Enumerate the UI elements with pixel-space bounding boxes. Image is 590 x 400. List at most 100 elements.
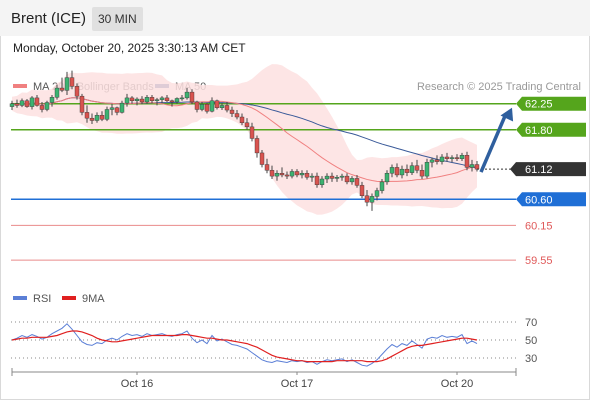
legend-9ma-label: 9MA bbox=[82, 293, 105, 305]
candle-body bbox=[179, 97, 185, 100]
candle-body bbox=[189, 91, 195, 103]
candle-body bbox=[409, 165, 415, 173]
rsi-level-label-30: 30 bbox=[525, 353, 537, 365]
candle-body bbox=[269, 170, 275, 177]
candle bbox=[19, 98, 25, 108]
candle bbox=[289, 169, 295, 179]
x-tick-label: Oct 17 bbox=[281, 378, 313, 390]
forecast-arrow-shaft bbox=[479, 113, 508, 173]
candle-body bbox=[314, 175, 320, 185]
candle-body bbox=[159, 97, 165, 100]
candle-body bbox=[84, 112, 90, 119]
candle-body bbox=[334, 177, 340, 179]
candle-body bbox=[109, 107, 115, 110]
candle-body bbox=[249, 126, 255, 139]
candle-body bbox=[454, 157, 460, 159]
candle-body bbox=[19, 100, 25, 106]
candle-body bbox=[164, 97, 170, 101]
candle bbox=[99, 111, 105, 122]
candle bbox=[154, 97, 160, 106]
candle bbox=[449, 155, 455, 163]
candle bbox=[269, 165, 275, 179]
candle bbox=[174, 97, 180, 104]
forecast-arrow-head bbox=[500, 107, 514, 122]
level-label-62.25: 62.25 bbox=[525, 99, 553, 111]
candle-body bbox=[29, 97, 35, 107]
candle-body bbox=[474, 164, 480, 170]
candle bbox=[419, 164, 425, 179]
candle-body bbox=[104, 109, 110, 120]
candle bbox=[184, 88, 190, 100]
legend-ma20-swatch bbox=[13, 84, 27, 88]
candle bbox=[334, 174, 340, 182]
legend-9ma-swatch bbox=[62, 296, 76, 300]
candle-body bbox=[239, 116, 245, 124]
candle bbox=[14, 99, 20, 108]
candle bbox=[9, 100, 15, 111]
instrument-title: Brent (ICE) bbox=[11, 10, 87, 27]
legend-rsi-swatch bbox=[13, 296, 27, 300]
candle bbox=[144, 95, 150, 104]
candle bbox=[214, 99, 220, 110]
candle-body bbox=[9, 103, 15, 107]
candle bbox=[24, 99, 30, 108]
candle bbox=[239, 113, 245, 126]
candle-body bbox=[99, 115, 105, 120]
level-tag-61.80 bbox=[516, 122, 586, 137]
candle-body bbox=[264, 164, 270, 171]
candle-body bbox=[359, 185, 365, 197]
candle-body bbox=[389, 167, 395, 174]
candle-body bbox=[284, 174, 290, 177]
candle-body bbox=[244, 122, 250, 128]
candle-body bbox=[119, 102, 125, 113]
candle-body bbox=[129, 97, 135, 101]
candle bbox=[209, 97, 215, 113]
last-price-label: 61.12 bbox=[525, 164, 553, 176]
candle bbox=[219, 103, 225, 111]
candle bbox=[374, 187, 380, 201]
candle-body bbox=[349, 178, 355, 183]
candle-body bbox=[214, 100, 220, 108]
candle-body bbox=[114, 107, 120, 113]
level-tag-62.25 bbox=[516, 96, 586, 111]
candle bbox=[34, 95, 40, 107]
candle-body bbox=[289, 171, 295, 177]
candle bbox=[94, 112, 100, 123]
candle bbox=[414, 159, 420, 174]
candle bbox=[444, 152, 450, 162]
candle bbox=[59, 77, 65, 93]
candle-body bbox=[224, 105, 230, 111]
timeframe-badge[interactable]: 30 MIN bbox=[92, 7, 143, 31]
bollinger-band bbox=[12, 64, 477, 215]
candle bbox=[454, 154, 460, 162]
candle-body bbox=[469, 164, 475, 168]
candle bbox=[64, 71, 70, 95]
candle bbox=[309, 173, 315, 182]
candle bbox=[194, 100, 200, 113]
candle bbox=[29, 96, 35, 110]
candle-body bbox=[399, 168, 405, 176]
candle bbox=[434, 155, 440, 165]
rsi-level-label-50: 50 bbox=[525, 335, 537, 347]
candle bbox=[139, 96, 145, 105]
candle-body bbox=[74, 86, 80, 97]
level-label-61.80: 61.80 bbox=[525, 125, 553, 137]
candle bbox=[294, 169, 300, 178]
candle-body bbox=[144, 97, 150, 103]
candle bbox=[49, 95, 55, 107]
candle-body bbox=[424, 161, 430, 177]
candle-body bbox=[299, 173, 305, 176]
candle-body bbox=[319, 178, 325, 185]
candle-body bbox=[434, 159, 440, 162]
candle bbox=[149, 95, 155, 104]
candle bbox=[84, 105, 90, 123]
candle-body bbox=[344, 175, 350, 183]
candle bbox=[164, 95, 170, 102]
candle bbox=[359, 181, 365, 199]
candle-body bbox=[209, 100, 215, 112]
candle-body bbox=[149, 97, 155, 101]
candle-body bbox=[169, 100, 175, 103]
candle-body bbox=[339, 175, 345, 178]
candle-body bbox=[464, 155, 470, 168]
candle bbox=[384, 170, 390, 185]
